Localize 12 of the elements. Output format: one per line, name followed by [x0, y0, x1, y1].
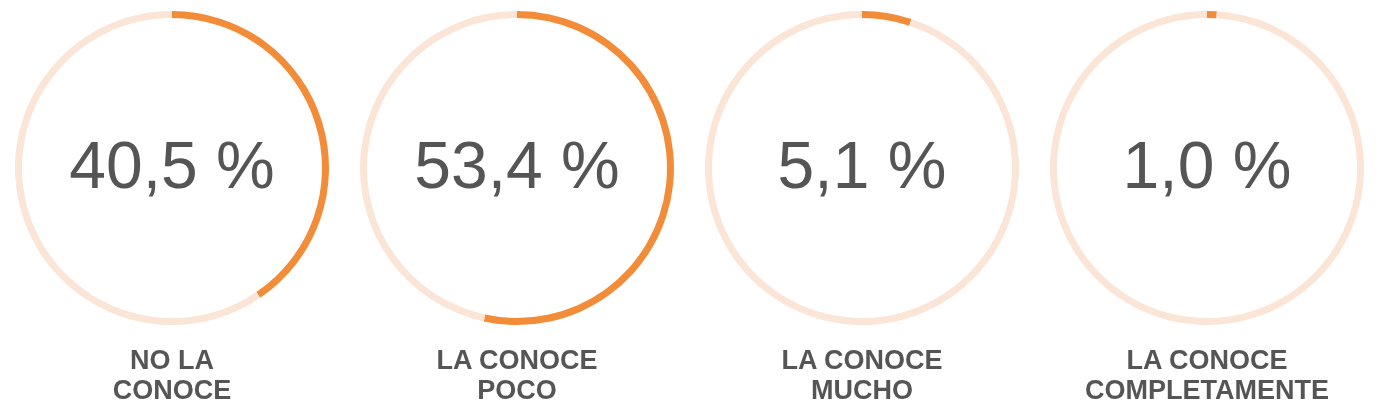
data-label: 40,5 %	[69, 128, 275, 202]
donut-slice	[705, 11, 1019, 325]
data-label: 5,1 %	[777, 128, 947, 202]
donut-slice	[1207, 11, 1217, 19]
donut-slice	[1050, 11, 1364, 325]
text: NO LA CONOCE	[112, 345, 232, 405]
data-label: 53,4 %	[414, 128, 620, 202]
text: LA CONOCE POCO	[436, 345, 598, 405]
data-label: 1,0 %	[1122, 128, 1292, 202]
text: LA CONOCE COMPLETAMENTE	[1085, 345, 1329, 405]
donut-slice	[862, 11, 912, 26]
text: LA CONOCE MUCHO	[781, 345, 943, 405]
